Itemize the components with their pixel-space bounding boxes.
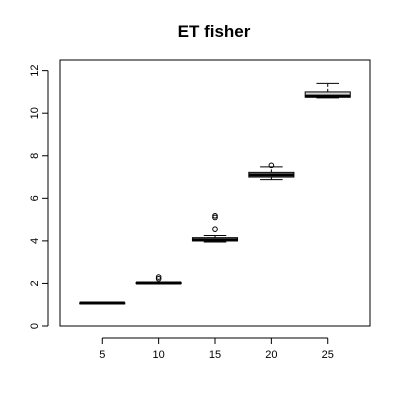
y-axis: 0 2 4 6 8 10 12 (29, 65, 49, 329)
x-tick-label: 25 (322, 349, 334, 361)
box-15 (191, 212, 239, 243)
chart-title: ET fisher (178, 22, 251, 41)
y-tick-label: 6 (29, 195, 41, 201)
box-5 (79, 301, 126, 305)
box-20 (248, 162, 295, 181)
box-outlier-point (268, 162, 275, 169)
x-axis: 5 10 15 20 25 (99, 337, 334, 361)
x-tick-label: 10 (153, 349, 165, 361)
box-outlier-point (155, 274, 162, 280)
box-outlier-point (212, 214, 218, 221)
y-tick-label: 2 (29, 280, 41, 286)
y-tick-label: 10 (29, 107, 41, 119)
y-tick-label: 8 (29, 153, 41, 159)
x-tick-label: 5 (99, 349, 105, 361)
y-tick-label: 12 (29, 65, 41, 77)
y-tick-label: 4 (29, 238, 41, 244)
boxes-group (79, 82, 351, 305)
x-tick-label: 15 (209, 349, 221, 361)
box-25 (304, 82, 351, 99)
box-outlier-point (212, 212, 218, 219)
x-tick-label: 20 (265, 349, 277, 361)
box-outlier-point (212, 226, 218, 232)
box-10 (135, 274, 182, 285)
y-tick-label: 0 (29, 323, 41, 329)
box-outlier-point (155, 275, 162, 282)
plot-frame (59, 59, 371, 327)
